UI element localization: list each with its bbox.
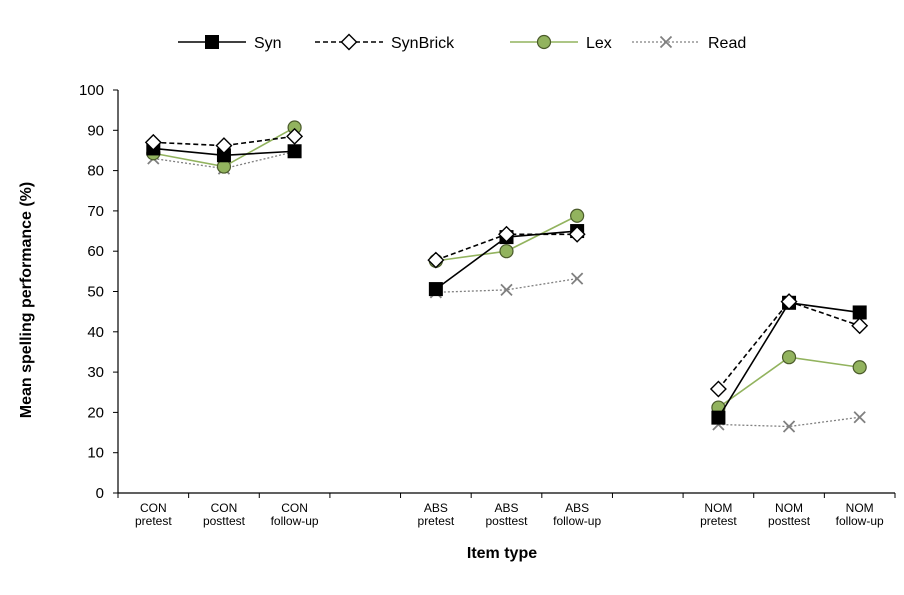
data-point-circle — [536, 34, 552, 50]
y-axis-title: Mean spelling performance (%) — [18, 182, 35, 419]
x-tick-label: NOM — [846, 501, 874, 515]
x-tick-label: posttest — [485, 514, 528, 528]
legend-label: Lex — [586, 35, 612, 52]
data-point-diamond — [709, 380, 727, 398]
data-point-circle — [499, 244, 514, 259]
data-point-circle — [570, 208, 585, 223]
series-synbrick — [144, 127, 869, 398]
y-tick-label: 40 — [87, 324, 104, 341]
y-tick-label: 50 — [87, 284, 104, 301]
data-point-square — [428, 282, 443, 297]
y-tick-label: 0 — [96, 485, 104, 502]
legend-item-synbrick: SynBrick — [315, 33, 455, 52]
y-tick-label: 100 — [79, 82, 104, 99]
data-point-x — [570, 272, 584, 285]
data-point-diamond — [427, 251, 445, 269]
x-tick-label: CON — [140, 501, 167, 515]
x-tick-label: ABS — [424, 501, 448, 515]
data-point-x — [782, 420, 796, 433]
y-axis-ticks: 0 10 20 30 40 50 60 70 80 90 100 — [79, 82, 118, 502]
data-point-diamond — [498, 225, 515, 243]
series-layer — [144, 120, 869, 433]
legend-label: Syn — [254, 35, 282, 52]
data-point-x — [500, 283, 513, 297]
legend-label: SynBrick — [391, 35, 455, 52]
x-tick-label: NOM — [775, 501, 803, 515]
data-point-diamond — [144, 133, 162, 151]
y-tick-label: 80 — [87, 163, 104, 180]
y-tick-label: 60 — [87, 243, 104, 260]
data-point-diamond — [215, 137, 233, 155]
x-tick-label: pretest — [135, 514, 172, 528]
data-point-diamond — [851, 317, 869, 335]
legend-item-syn: Syn — [178, 35, 282, 52]
x-tick-label: posttest — [768, 514, 811, 528]
y-tick-label: 90 — [87, 122, 104, 139]
data-point-diamond — [286, 127, 304, 145]
legend-item-read: Read — [632, 35, 746, 52]
x-tick-label: posttest — [203, 514, 246, 528]
legend: Syn SynBrick Lex Read — [178, 33, 746, 52]
series-line — [718, 416, 860, 428]
data-point-x — [659, 35, 673, 49]
y-tick-label: 10 — [87, 445, 104, 462]
data-point-diamond — [340, 33, 358, 51]
series-read — [147, 145, 866, 433]
data-point-square — [205, 35, 219, 49]
data-point-square — [287, 144, 302, 159]
series-syn — [146, 141, 867, 425]
data-point-circle — [852, 360, 867, 375]
series-lex — [146, 120, 867, 415]
x-tick-label: follow-up — [553, 514, 601, 528]
data-point-diamond — [780, 293, 798, 311]
x-axis-ticks: CONpretestCONposttestCONfollow-upABSpret… — [117, 493, 896, 528]
x-tick-label: ABS — [494, 501, 518, 515]
legend-item-lex: Lex — [510, 34, 612, 52]
x-axis-title: Item type — [467, 545, 537, 562]
x-tick-label: CON — [211, 501, 238, 515]
y-tick-label: 30 — [87, 364, 104, 381]
y-tick-label: 20 — [87, 404, 104, 421]
data-point-x — [853, 411, 866, 424]
data-point-diamond — [568, 225, 586, 243]
data-point-circle — [781, 350, 797, 365]
legend-label: Read — [708, 35, 746, 52]
x-tick-label: follow-up — [836, 514, 884, 528]
x-tick-label: ABS — [565, 501, 589, 515]
y-tick-label: 70 — [87, 203, 104, 220]
x-tick-label: CON — [281, 501, 308, 515]
series-line — [717, 300, 860, 390]
x-tick-label: pretest — [700, 514, 737, 528]
x-tick-label: follow-up — [271, 514, 319, 528]
data-point-square — [852, 305, 867, 320]
x-tick-label: pretest — [418, 514, 455, 528]
x-tick-label: NOM — [704, 501, 732, 515]
data-point-square — [711, 410, 726, 425]
